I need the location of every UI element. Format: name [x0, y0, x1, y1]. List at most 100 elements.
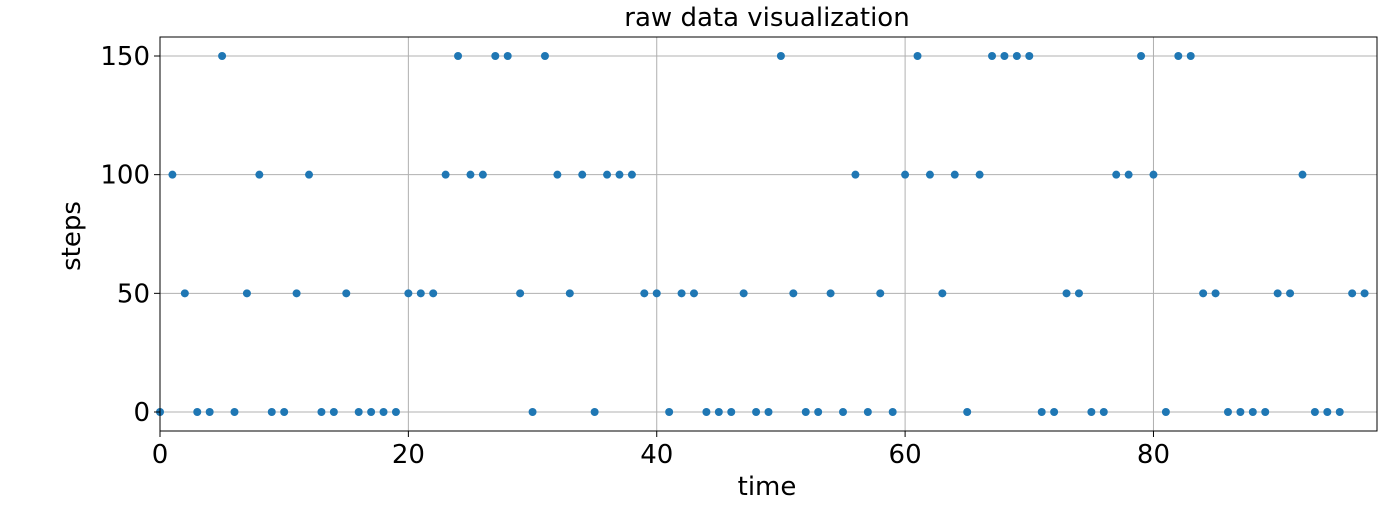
data-point: [950, 170, 959, 179]
data-point: [1174, 51, 1183, 60]
data-point: [342, 289, 351, 298]
chart-title: raw data visualization: [624, 3, 909, 33]
data-point: [441, 170, 450, 179]
x-tick-label: 60: [889, 440, 922, 470]
data-point: [1199, 289, 1208, 298]
data-point: [652, 289, 661, 298]
data-point: [913, 51, 922, 60]
data-point: [888, 408, 897, 417]
data-point: [603, 170, 612, 179]
axis-ticks: 0 20 40 60 80 0 50 100 150: [100, 42, 1170, 470]
data-point: [491, 51, 500, 60]
data-point: [876, 289, 885, 298]
data-point: [1124, 170, 1133, 179]
data-point: [1099, 408, 1108, 417]
data-point: [863, 408, 872, 417]
data-point: [218, 51, 227, 60]
data-point: [516, 289, 525, 298]
data-point: [367, 408, 376, 417]
data-point: [1149, 170, 1158, 179]
data-point: [1310, 408, 1319, 417]
data-point: [714, 408, 723, 417]
data-point: [466, 170, 475, 179]
data-point: [1236, 408, 1245, 417]
x-axis-label: time: [738, 472, 797, 502]
data-point: [416, 289, 425, 298]
data-point: [901, 170, 910, 179]
data-point: [478, 170, 487, 179]
data-point: [1112, 170, 1121, 179]
data-point: [553, 170, 562, 179]
data-point: [764, 408, 773, 417]
x-tick-label: 80: [1137, 440, 1170, 470]
data-point: [627, 170, 636, 179]
data-point: [292, 289, 301, 298]
data-point: [1137, 51, 1146, 60]
y-axis-label: steps: [57, 201, 87, 271]
data-point: [267, 408, 276, 417]
plot-frame: [159, 36, 1378, 432]
data-point: [429, 289, 438, 298]
data-point: [988, 51, 997, 60]
data-point: [242, 289, 251, 298]
data-point: [230, 408, 239, 417]
data-point: [814, 408, 823, 417]
data-point: [578, 170, 587, 179]
data-point: [1211, 289, 1220, 298]
data-point: [1348, 289, 1357, 298]
data-point: [1286, 289, 1295, 298]
data-point: [665, 408, 674, 417]
data-point: [925, 170, 934, 179]
data-point: [739, 289, 748, 298]
data-point: [1161, 408, 1170, 417]
data-point: [528, 408, 537, 417]
data-point: [826, 289, 835, 298]
data-point: [1012, 51, 1021, 60]
y-tick-label: 100: [100, 161, 150, 191]
data-point: [193, 408, 202, 417]
data-point: [1074, 289, 1083, 298]
data-point: [851, 170, 860, 179]
data-point: [1000, 51, 1009, 60]
data-point: [404, 289, 413, 298]
data-point: [280, 408, 289, 417]
data-point: [329, 408, 338, 417]
data-point: [503, 51, 512, 60]
data-point: [727, 408, 736, 417]
data-point: [938, 289, 947, 298]
data-point: [789, 289, 798, 298]
data-point: [305, 170, 314, 179]
data-point: [354, 408, 363, 417]
data-point: [1273, 289, 1282, 298]
data-point: [801, 408, 810, 417]
grid-lines: [159, 37, 1377, 431]
data-point: [1298, 170, 1307, 179]
data-point: [1248, 408, 1257, 417]
x-tick-label: 20: [392, 440, 425, 470]
y-tick-label: 0: [133, 398, 150, 428]
data-point: [1037, 408, 1046, 417]
data-point: [702, 408, 711, 417]
data-point: [180, 289, 189, 298]
data-points: [156, 51, 1369, 417]
data-point: [317, 408, 326, 417]
data-point: [1360, 289, 1369, 298]
data-point: [689, 289, 698, 298]
data-point: [1223, 408, 1232, 417]
data-point: [975, 170, 984, 179]
data-point: [776, 51, 785, 60]
data-point: [565, 289, 574, 298]
data-point: [168, 170, 177, 179]
data-point: [379, 408, 388, 417]
data-point: [1186, 51, 1195, 60]
data-point: [1261, 408, 1270, 417]
data-point: [590, 408, 599, 417]
x-tick-label: 0: [152, 440, 169, 470]
data-point: [640, 289, 649, 298]
data-point: [454, 51, 463, 60]
data-point: [752, 408, 761, 417]
data-point: [963, 408, 972, 417]
data-point: [540, 51, 549, 60]
data-point: [1335, 408, 1344, 417]
